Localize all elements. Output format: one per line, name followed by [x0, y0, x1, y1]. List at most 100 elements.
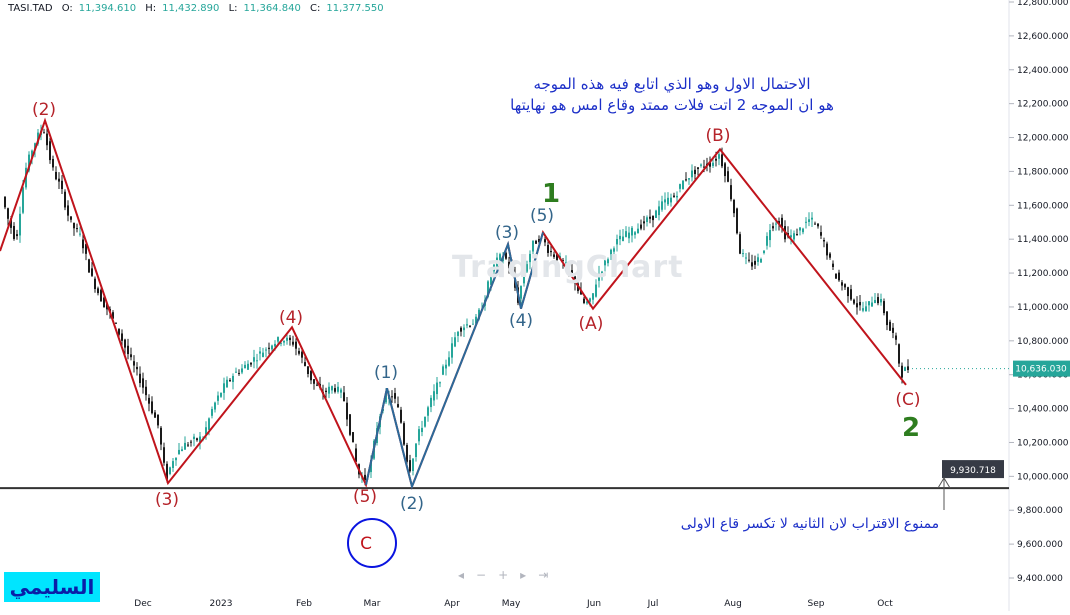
candle-body	[862, 308, 864, 311]
candle-body	[520, 286, 522, 299]
candle-body	[157, 414, 159, 426]
candle-body	[592, 293, 594, 300]
candle-body	[46, 133, 48, 146]
candle-body	[880, 299, 882, 303]
wave-labels: (2) (3) (4) (5) (1) (2) (3) (4) (5) (A) (B) (C) 1 2	[32, 100, 921, 514]
candle-body	[727, 171, 729, 182]
y-tick-label: 10,400.000	[1017, 405, 1069, 415]
candle-body	[598, 273, 600, 281]
candle-body	[715, 158, 717, 161]
x-tick-label: Oct	[877, 599, 893, 609]
zoom-toolbar[interactable]: ◂−+▸⇥	[458, 568, 560, 582]
candle-body	[595, 284, 597, 297]
candle-body	[622, 236, 624, 242]
candle-body	[469, 325, 471, 327]
x-tick-label: 2023	[210, 599, 233, 609]
candle-body	[769, 230, 771, 241]
candle-body	[532, 240, 534, 252]
candle-body	[733, 199, 735, 214]
candle-body	[829, 253, 831, 258]
candle-body	[82, 239, 84, 249]
candle-body	[775, 223, 777, 225]
candle-body	[31, 150, 33, 159]
candles	[4, 124, 909, 486]
candle-body	[175, 457, 177, 461]
candle-body	[823, 240, 825, 242]
candle-body	[304, 362, 306, 366]
candle-body	[160, 427, 162, 445]
candle-body	[229, 380, 231, 382]
candle-body	[406, 444, 408, 462]
candle-body	[877, 297, 879, 304]
candle-body	[112, 312, 114, 319]
candle-body	[430, 397, 432, 408]
low-label: L:	[228, 3, 238, 14]
candle-body	[841, 282, 843, 286]
candle-body	[448, 357, 450, 366]
candle-body	[235, 371, 237, 373]
candle-body	[223, 383, 225, 393]
candle-body	[211, 409, 213, 416]
candle-body	[766, 236, 768, 246]
ohlc-legend: TASI.TAD O: 11,394.610 H: 11,432.890 L: 11,…	[8, 3, 390, 14]
candle-body	[544, 239, 546, 243]
candle-body	[826, 243, 828, 256]
reset-view-icon[interactable]: ⇥	[538, 568, 561, 582]
bottom-note: ممنوع الاقتراب لان الثانيه لا تكسر قاع ا…	[681, 516, 939, 532]
candle-body	[118, 328, 120, 335]
candle-body	[499, 254, 501, 260]
candle-body	[121, 333, 123, 341]
candle-body	[601, 271, 603, 274]
candle-body	[616, 239, 618, 245]
candle-body	[808, 219, 810, 222]
candle-body	[613, 248, 615, 252]
candle-body	[199, 436, 201, 443]
candle-body	[325, 390, 327, 393]
candle-body	[487, 281, 489, 297]
candle-body	[838, 272, 840, 281]
blue-wave-line	[365, 232, 544, 490]
candle-body	[550, 250, 552, 253]
candle-body	[496, 257, 498, 268]
note-line-1: الاحتمال الاول وهو الذي اتابع فيه هذه ال…	[533, 75, 810, 94]
candle-body	[694, 169, 696, 175]
scroll-right-icon[interactable]: ▸	[520, 568, 539, 582]
candle-body	[526, 264, 528, 272]
candle-body	[13, 225, 15, 239]
candle-body	[475, 316, 477, 324]
candle-body	[637, 228, 639, 234]
candle-body	[802, 228, 804, 233]
candle-body	[847, 287, 849, 297]
zoom-in-icon[interactable]: +	[498, 568, 521, 582]
candle-body	[634, 232, 636, 235]
candle-body	[508, 261, 510, 269]
candle-body	[688, 178, 690, 180]
candle-body	[763, 250, 765, 253]
wave-label: (B)	[706, 126, 731, 146]
candle-body	[853, 299, 855, 304]
open-value: 11,394.610	[78, 3, 137, 14]
candle-body	[850, 289, 852, 300]
candle-body	[19, 213, 21, 236]
candle-body	[349, 414, 351, 435]
candle-body	[451, 343, 453, 358]
candle-body	[172, 461, 174, 468]
symbol-name: TASI.TAD	[8, 3, 53, 14]
scroll-left-icon[interactable]: ◂	[458, 568, 477, 582]
candle-body	[10, 218, 12, 228]
candle-body	[151, 401, 153, 414]
candle-body	[88, 259, 90, 273]
candle-body	[115, 322, 117, 324]
candle-body	[655, 210, 657, 218]
candle-body	[85, 244, 87, 254]
candle-body	[889, 321, 891, 331]
x-tick-label: May	[502, 599, 521, 609]
zoom-out-icon[interactable]: −	[476, 568, 499, 582]
candle-body	[307, 366, 309, 374]
candle-body	[748, 259, 750, 261]
candle-body	[844, 284, 846, 288]
candle-body	[217, 395, 219, 401]
candle-body	[898, 344, 900, 364]
